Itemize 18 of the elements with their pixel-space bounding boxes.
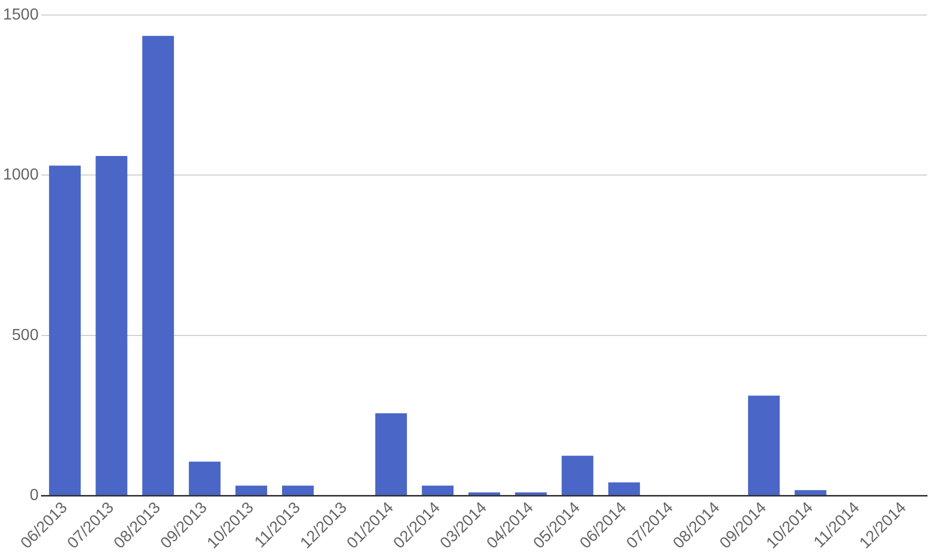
bar <box>235 486 268 496</box>
y-tick-label: 0 <box>30 486 39 504</box>
bar <box>49 166 81 496</box>
bar <box>562 456 594 496</box>
bar <box>608 482 640 496</box>
y-tick-label: 1500 <box>3 6 39 24</box>
bar <box>515 492 547 496</box>
bar <box>422 486 454 496</box>
bar <box>794 490 826 496</box>
bar <box>282 486 314 496</box>
bar <box>375 413 407 496</box>
y-tick-label: 500 <box>12 326 39 344</box>
bar <box>748 396 780 496</box>
bar <box>188 462 221 496</box>
bar <box>96 156 128 496</box>
bar <box>142 36 174 496</box>
bar <box>468 492 500 496</box>
y-tick-label: 1000 <box>3 166 39 184</box>
